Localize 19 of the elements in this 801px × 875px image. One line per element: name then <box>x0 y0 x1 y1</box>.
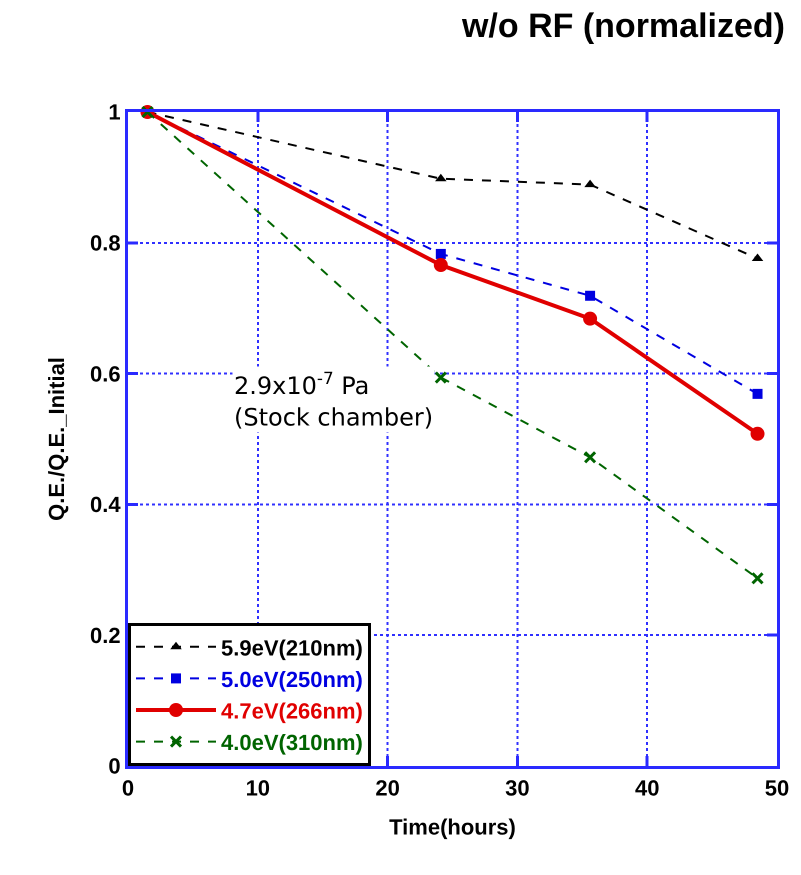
legend-label: 5.9eV(210nm) <box>221 635 363 660</box>
x-tick-label: 10 <box>246 775 270 800</box>
legend-label: 4.0eV(310nm) <box>221 730 363 756</box>
y-axis-title: Q.E./Q.E._Initial <box>44 357 69 521</box>
x-tick-label: 40 <box>634 775 660 800</box>
y-tick-label: 0.2 <box>90 622 121 648</box>
y-tick-label: 0.4 <box>90 492 122 518</box>
x-axis-title: Time(hours) <box>389 814 516 840</box>
x-tick-label: 20 <box>375 775 400 800</box>
x-tick-label: 50 <box>764 775 790 800</box>
y-tick-label: 0.6 <box>90 361 121 386</box>
legend-label: 5.0eV(250nm) <box>221 666 363 692</box>
y-tick-label: 0 <box>108 754 121 779</box>
annotation: 2.9x10$^{-7}$ Pa (Stock chamber) <box>234 368 434 432</box>
y-tick-label: 0.8 <box>90 230 121 256</box>
legend-label: 4.7eV(266nm) <box>221 698 363 724</box>
chart-title: w/o RF (normalized) <box>460 6 785 45</box>
x-tick-label: 30 <box>505 775 530 800</box>
y-tick-label: 1 <box>108 100 121 125</box>
